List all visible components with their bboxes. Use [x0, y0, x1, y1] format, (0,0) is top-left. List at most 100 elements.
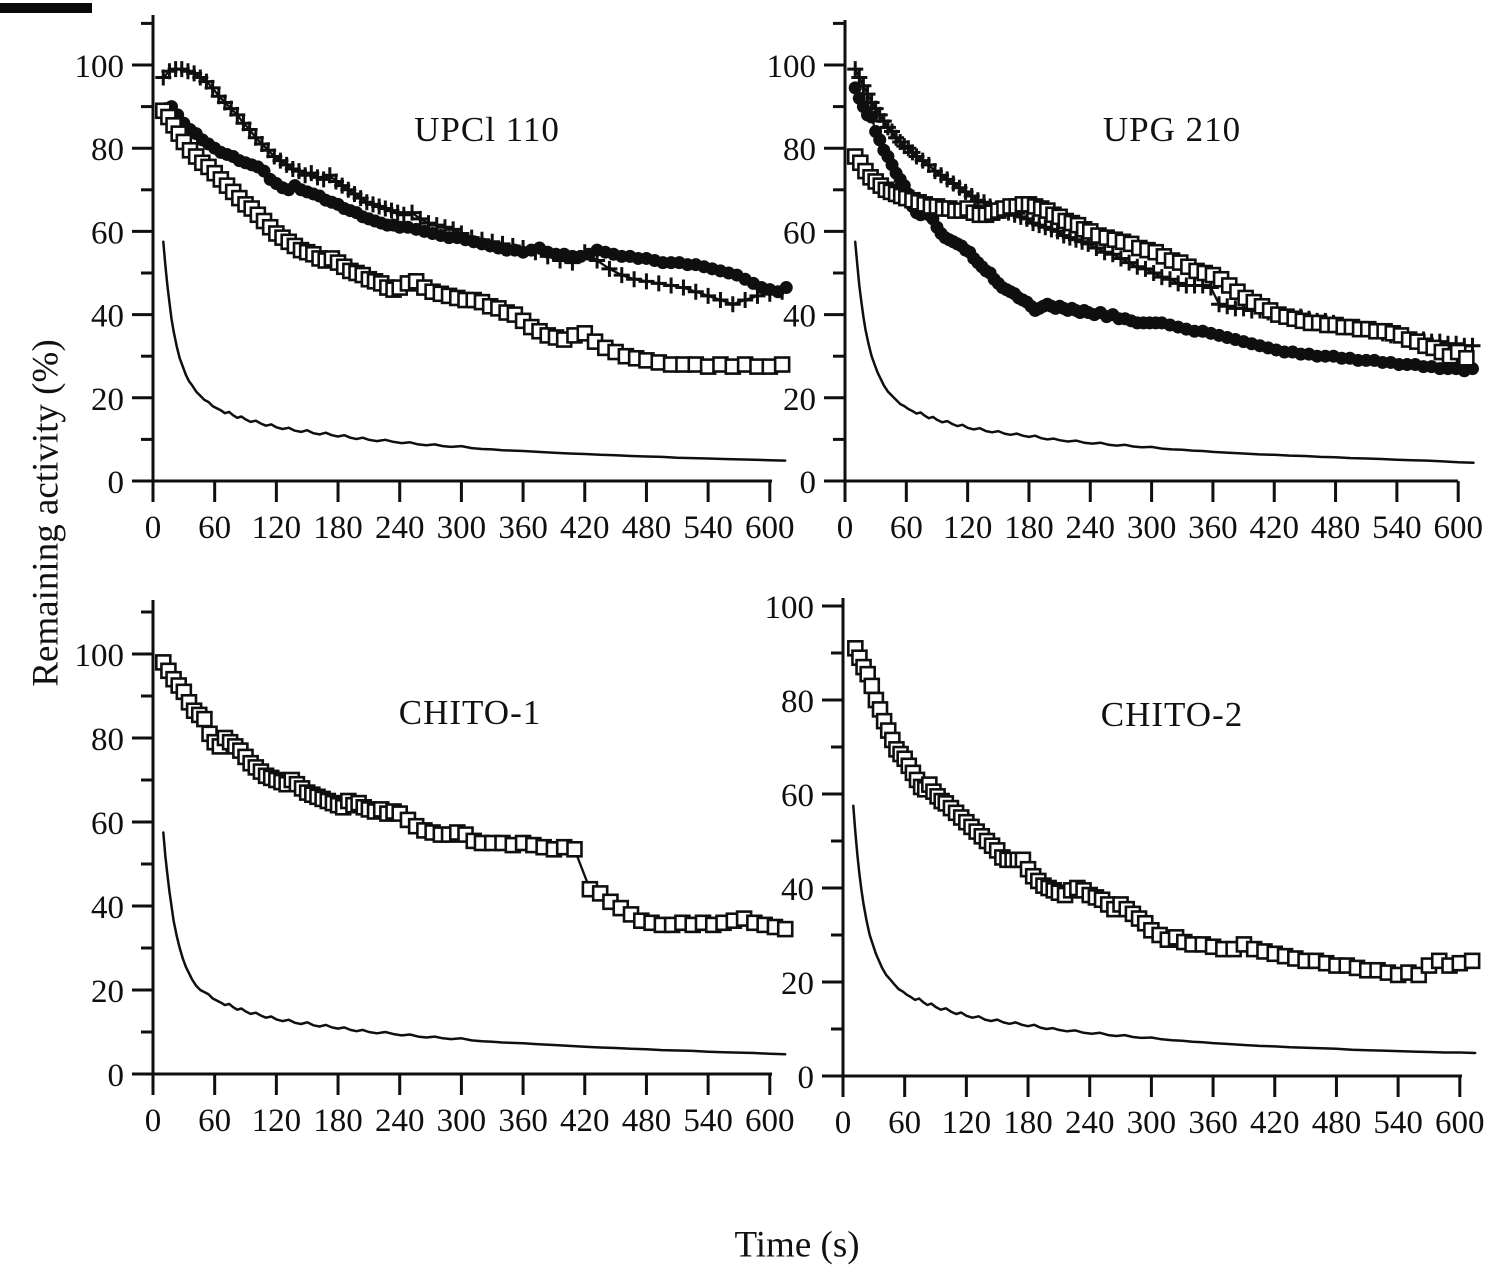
y-tick-label: 0: [800, 465, 817, 501]
plus-marker: [687, 283, 704, 300]
panel-top-right: 0 60 120 180 240 300 360 420 480 540 600 0 20 40 60 80 1…: [767, 20, 1483, 546]
x-tick-label: 180: [1004, 510, 1054, 546]
open-square-marker: [1458, 349, 1475, 367]
plus-marker: [404, 204, 421, 221]
x-tick-label: 420: [1249, 510, 1299, 546]
filled-circle-marker: [865, 110, 879, 124]
x-tick-label: 120: [943, 510, 993, 546]
x-tick-label: 300: [1127, 1105, 1177, 1141]
y-axis-label: Remaining activity (%): [25, 339, 67, 687]
y-tick-label: 60: [91, 806, 124, 842]
x-tick-label: 180: [1003, 1105, 1053, 1141]
open-square-marker: [776, 920, 794, 938]
y-tick-label: 0: [108, 465, 125, 501]
y-tick-label: 80: [781, 684, 814, 720]
y-tick-label: 80: [91, 722, 124, 758]
plus-marker: [1153, 269, 1170, 286]
x-tick-label: 120: [252, 510, 302, 546]
x-tick-label: 180: [313, 510, 363, 546]
plus-marker: [395, 206, 412, 223]
series-markers-open-squares: [154, 102, 791, 375]
panel-top-left: 0 60 120 180 240 300 360 420 480 540 600 0 20 40 60 80 1…: [75, 15, 795, 546]
plus-marker: [1096, 244, 1113, 261]
series-line-continuous-line: [162, 240, 787, 462]
y-tick-label: 40: [91, 299, 124, 335]
x-tick-label: 600: [745, 1103, 795, 1139]
panel-bottom-right: 0 60 120 180 240 300 360 420 480 540 600 0 20 40 60 80 1…: [765, 590, 1485, 1141]
series-line-continuous-line: [852, 804, 1477, 1055]
x-tick-label: 300: [1127, 510, 1177, 546]
plus-marker: [1211, 296, 1228, 313]
x-tick-label: 600: [745, 510, 795, 546]
x-tick-label: 540: [1372, 510, 1422, 546]
y-tick-label: 0: [798, 1060, 815, 1096]
filled-circle-marker: [873, 133, 887, 147]
x-tick-label: 120: [942, 1105, 992, 1141]
x-tick-label: 240: [1066, 510, 1116, 546]
y-tick-label: 80: [783, 132, 816, 168]
x-tick-label: 240: [1065, 1105, 1115, 1141]
x-tick-label: 300: [437, 1103, 487, 1139]
plus-marker: [1104, 246, 1121, 263]
x-tick-label: 360: [1188, 510, 1238, 546]
y-tick-label: 20: [91, 382, 124, 418]
plus-marker: [1121, 254, 1138, 271]
panel-bottom-left: 0 60 120 180 240 300 360 420 480 540 600 0 20 40 60 80 1…: [75, 600, 795, 1139]
y-tick-label: 20: [91, 974, 124, 1010]
x-tick-label: 0: [837, 510, 854, 546]
plus-marker: [626, 271, 643, 288]
y-tick-label: 100: [75, 49, 125, 85]
x-tick-label: 60: [888, 1105, 921, 1141]
plus-marker: [851, 69, 868, 86]
plus-marker: [737, 292, 754, 309]
x-tick-label: 60: [198, 1103, 231, 1139]
plus-marker: [241, 121, 258, 138]
series-markers-open-squares: [154, 654, 794, 938]
plus-marker: [675, 279, 692, 296]
x-tick-label: 480: [1311, 510, 1361, 546]
x-tick-label: 180: [313, 1103, 363, 1139]
y-tick-label: 60: [781, 778, 814, 814]
plus-marker: [700, 287, 717, 304]
panel-title-chito-1: CHITO-1: [398, 693, 542, 732]
plus-marker: [1170, 275, 1187, 292]
open-square-marker: [863, 677, 881, 695]
y-tick-label: 100: [767, 49, 817, 85]
plus-marker: [638, 273, 655, 290]
open-square-marker: [196, 710, 213, 728]
plus-marker: [1112, 250, 1129, 267]
scan-artifact-bar: [0, 3, 92, 13]
x-tick-label: 0: [835, 1105, 852, 1141]
x-tick-label: 60: [890, 510, 923, 546]
series-markers-crosses: [155, 61, 791, 313]
x-tick-label: 540: [683, 510, 733, 546]
plus-marker: [663, 277, 680, 294]
x-tick-label: 600: [1435, 1105, 1485, 1141]
filled-circle-marker: [779, 281, 793, 295]
y-tick-label: 40: [781, 872, 814, 908]
plus-marker: [724, 296, 741, 313]
x-tick-label: 480: [1312, 1105, 1362, 1141]
plus-marker: [847, 61, 864, 78]
plus-marker: [712, 292, 729, 309]
x-tick-label: 300: [437, 510, 487, 546]
plus-marker: [650, 275, 667, 292]
x-tick-label: 360: [498, 1103, 548, 1139]
filled-circle-marker: [848, 81, 862, 95]
plus-marker: [229, 106, 246, 123]
x-tick-label: 360: [498, 510, 548, 546]
plus-marker: [1162, 271, 1178, 288]
x-tick-label: 60: [198, 510, 231, 546]
y-tick-label: 60: [91, 215, 124, 251]
x-tick-label: 240: [375, 1103, 425, 1139]
y-tick-label: 100: [75, 638, 125, 674]
x-axis-label: Time (s): [734, 1224, 860, 1266]
panel-title-upcl-110: UPCl 110: [414, 110, 560, 149]
y-tick-label: 20: [783, 382, 816, 418]
x-tick-label: 480: [622, 1103, 672, 1139]
plus-marker: [204, 79, 221, 96]
x-tick-label: 120: [252, 1103, 302, 1139]
plus-marker: [1219, 298, 1236, 315]
